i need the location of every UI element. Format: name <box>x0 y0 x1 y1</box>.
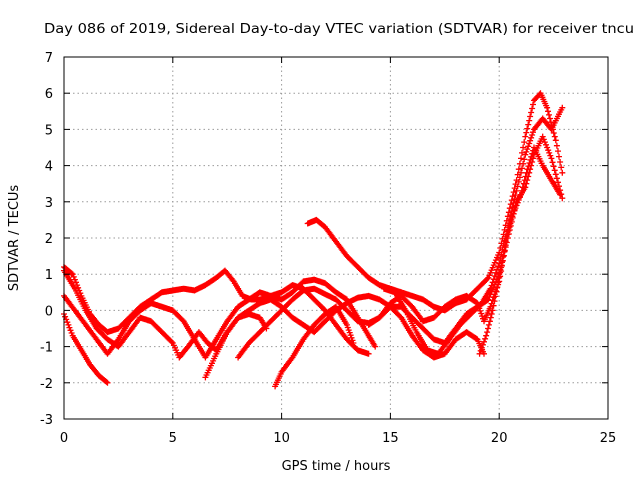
series-track-11 <box>476 144 564 357</box>
y-tick-label: 2 <box>45 232 53 247</box>
y-tick-label: 6 <box>45 87 53 102</box>
x-axis-label: GPS time / hours <box>282 459 391 474</box>
x-tick-label: 5 <box>169 431 177 446</box>
data-point-markers <box>235 133 566 361</box>
x-tick-label: 15 <box>382 431 399 446</box>
x-tick-label: 0 <box>60 431 68 446</box>
x-tick-label: 25 <box>600 431 617 446</box>
x-tick-label: 20 <box>491 431 508 446</box>
series-track-9 <box>380 104 566 357</box>
x-tick-label: 10 <box>273 431 290 446</box>
chart-title: Day 086 of 2019, Sidereal Day-to-day VTE… <box>44 22 634 37</box>
y-tick-label: 7 <box>45 51 53 66</box>
series-track-7 <box>272 303 357 390</box>
y-tick-label: 4 <box>45 160 53 175</box>
y-tick-label: -2 <box>40 377 53 392</box>
y-axis-label: SDTVAR / TECUs <box>7 185 22 292</box>
y-tick-label: 3 <box>45 196 53 211</box>
series-track-6 <box>235 133 566 361</box>
y-tick-label: 1 <box>45 268 53 283</box>
y-tick-label: 5 <box>45 123 53 138</box>
y-tick-label: -1 <box>40 341 53 356</box>
y-tick-label: 0 <box>45 304 53 319</box>
data-point-markers <box>272 303 357 390</box>
axis-ticks: 0 5 10 15 20 25 -3 -2 -1 0 1 2 3 4 5 6 7 <box>40 51 616 446</box>
series-track-10 <box>365 242 509 328</box>
data-point-markers <box>365 242 509 328</box>
data-point-markers <box>476 144 564 357</box>
y-tick-label: -3 <box>40 413 53 428</box>
data-point-markers <box>380 104 566 357</box>
data-points <box>61 90 566 390</box>
grid <box>64 57 608 419</box>
